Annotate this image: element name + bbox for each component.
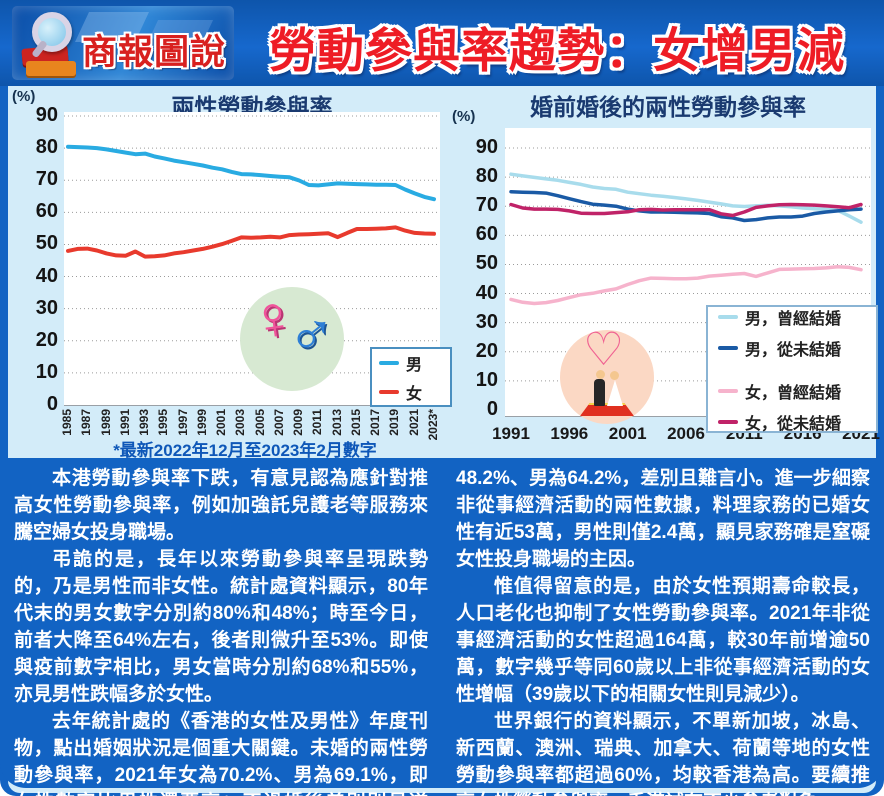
legend-label: 男，從未結婚 <box>745 341 842 359</box>
left-chart-legend: 男女 <box>370 347 452 407</box>
y-tick-label: 60 <box>35 200 58 223</box>
legend-swatch <box>718 345 738 350</box>
article-paragraph: 弔詭的是，長年以來勞動參與率呈現跌勢的，乃是男性而非女性。統計處資料顯示，80年… <box>14 548 428 705</box>
book-icon <box>26 61 76 76</box>
legend-item: 女，曾經結婚 <box>718 379 866 403</box>
y-tick-label: 60 <box>475 223 498 246</box>
y-tick-label: 30 <box>35 296 58 319</box>
publication-logo: 商報圖說 <box>12 6 234 80</box>
wedding-couple-icon: ♡ <box>560 330 654 424</box>
legend-item: 男，曾經結婚 <box>718 305 866 329</box>
y-tick-label: 80 <box>475 165 498 188</box>
legend-swatch <box>718 419 738 424</box>
legend-swatch <box>718 314 738 319</box>
article-paragraph: 本港勞動參與率下跌，有意見認為應針對推高女性勞動參與率，例如加強託兒護老等服務來… <box>14 468 428 543</box>
y-tick-label: 20 <box>475 339 498 362</box>
y-tick-label: 50 <box>475 252 498 275</box>
legend-item: 女，從未結婚 <box>718 410 866 434</box>
header-banner: 商報圖說 勞動參與率趨勢：女增男減 <box>0 0 884 86</box>
line-series <box>66 144 436 202</box>
article-paragraph: 世界銀行的資料顯示，不單新加坡，冰島、新西蘭、澳洲、瑞典、加拿大、荷蘭等地的女性… <box>456 710 870 796</box>
legend-item: 男，從未結婚 <box>718 336 866 360</box>
logo-label: 商報圖說 <box>82 33 227 72</box>
right-chart-title: 婚前婚後的兩性勞動參與率 <box>530 94 806 120</box>
page-title: 勞動參與率趨勢：女增男減 <box>269 24 845 77</box>
y-tick-label: 0 <box>486 398 498 420</box>
line-series <box>66 225 436 259</box>
article-paragraph: 48.2%、男為64.2%，差別且難言小。進一步細察非從事經濟活動的兩性數據，料… <box>456 468 870 570</box>
magnifier-books-icon <box>20 12 78 76</box>
legend-label: 女，曾經結婚 <box>745 384 842 402</box>
legend-swatch <box>379 360 399 365</box>
y-tick-label: 30 <box>475 310 498 333</box>
line-series <box>509 265 863 306</box>
legend-swatch <box>718 388 738 393</box>
y-tick-label: 20 <box>35 328 58 351</box>
left-chart-unit-label: (%) <box>12 88 36 105</box>
article-column-left: 本港勞動參與率下跌，有意見認為應針對推高女性勞動參與率，例如加強託兒護老等服務來… <box>14 466 428 796</box>
legend-item: 女 <box>379 380 443 404</box>
y-tick-label: 70 <box>35 168 58 191</box>
x-tick-label: 1991 <box>492 424 530 443</box>
x-tick-label: 2006 <box>667 424 705 443</box>
legend-label: 男，曾經結婚 <box>745 310 842 328</box>
y-tick-label: 80 <box>35 136 58 159</box>
y-tick-label: 0 <box>46 393 58 415</box>
legend-swatch <box>379 389 399 394</box>
line-series <box>509 202 863 218</box>
line-series <box>509 189 863 223</box>
article-panel: 本港勞動參與率下跌，有意見認為應針對推高女性勞動參與率，例如加強託兒護老等服務來… <box>0 458 884 796</box>
legend-label: 女 <box>406 385 423 403</box>
article-paragraph: 惟值得留意的是，由於女性預期壽命較長，人口老化也抑制了女性勞動參與率。2021年… <box>456 575 870 705</box>
y-tick-label: 90 <box>35 104 58 126</box>
article-paragraph: 去年統計處的《香港的女性及男性》年度刊物，點出婚姻狀況是個重大關鍵。未婚的兩性勞… <box>14 710 428 796</box>
right-chart-lines <box>505 147 871 382</box>
y-tick-label: 50 <box>35 232 58 255</box>
groom-figure <box>596 370 605 379</box>
groom-figure <box>594 379 605 406</box>
y-tick-label: 10 <box>35 360 58 383</box>
legend-item: 男 <box>379 351 443 375</box>
x-tick-label: 1996 <box>550 424 589 443</box>
left-chart-footnote: *最新2022年12月至2023年2月數字 <box>113 441 377 460</box>
right-chart-unit-label: (%) <box>452 108 476 125</box>
male-symbol-icon: ♂ <box>284 295 338 370</box>
legend-label: 女，從未結婚 <box>745 415 842 433</box>
y-tick-label: 70 <box>475 194 498 217</box>
y-tick-label: 40 <box>475 281 498 304</box>
article-column-right: 48.2%、男為64.2%，差別且難言小。進一步細察非從事經濟活動的兩性數據，料… <box>456 466 870 796</box>
gender-symbols-icon: ♀ ♂ <box>240 281 344 391</box>
x-tick-label: 2001 <box>608 424 647 443</box>
bride-figure <box>607 380 623 406</box>
y-tick-label: 90 <box>475 136 498 158</box>
line-series <box>509 172 863 224</box>
right-chart-legend: 男，曾經結婚 男，從未結婚 女，曾經結婚 女，從未結婚 <box>706 305 878 433</box>
magnifier-icon <box>31 12 72 59</box>
y-tick-label: 10 <box>475 368 498 391</box>
legend-label: 男 <box>406 356 423 374</box>
heart-icon: ♡ <box>583 330 625 375</box>
bride-figure <box>610 371 619 380</box>
y-tick-label: 40 <box>35 264 58 287</box>
